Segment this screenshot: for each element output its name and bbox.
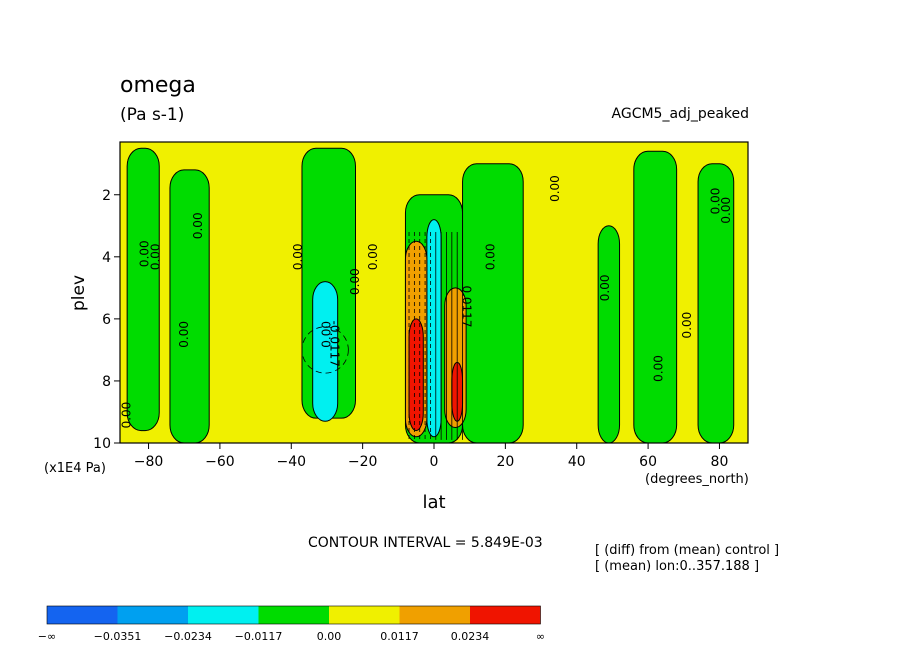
x-tick-label: −20: [348, 454, 378, 470]
contour-label: 0.00: [320, 321, 334, 348]
contour-label: 0.00: [680, 312, 694, 339]
y-tick-label: 2: [102, 188, 111, 204]
colorbar-label: −0.0234: [164, 630, 212, 643]
colorbar-swatch: [258, 606, 329, 624]
contour-label: 0.00: [177, 321, 191, 348]
note-diff: [ (diff) from (mean) control ]: [595, 543, 779, 558]
x-axis: −80 −60 −40 −20 0 20 40 60 80: [134, 443, 729, 470]
x-axis-label: lat: [422, 492, 445, 513]
y-axis-label: plev: [69, 275, 89, 311]
contour-lines: [301, 231, 463, 440]
colorbar-label: ∞: [536, 630, 545, 643]
dataset-label: AGCM5_adj_peaked: [612, 106, 749, 122]
contour-interval: CONTOUR INTERVAL = 5.849E-03: [308, 535, 543, 551]
colorbar-swatch: [399, 606, 470, 624]
y-axis: 2 4 6 8 10: [93, 188, 120, 452]
contour-label: 0.00: [719, 197, 733, 224]
colorbar-swatch: [188, 606, 259, 624]
colorbar-label: 0.0234: [451, 630, 490, 643]
region-green: [126, 147, 160, 432]
contour-label: 0.00: [120, 402, 134, 429]
x-tick-label: −40: [276, 454, 306, 470]
contour-line: [301, 326, 349, 374]
contour-label: 0.00: [138, 240, 152, 267]
contour-label: 0.00: [348, 268, 362, 295]
region-cyan: [426, 219, 442, 438]
y-axis-units: (x1E4 Pa): [44, 461, 106, 476]
region-green: [633, 150, 678, 444]
plot-area: [120, 142, 748, 444]
x-tick-label: 60: [639, 454, 657, 470]
colorbar-label: −0.0351: [94, 630, 142, 643]
colorbar-swatch: [329, 606, 400, 624]
contour-label: 0.00: [148, 243, 162, 270]
note-mean: [ (mean) lon:0..357.188 ]: [595, 559, 759, 574]
contour-label: 0.00: [548, 175, 562, 202]
region-red: [408, 318, 424, 432]
chart-units: (Pa s-1): [120, 105, 184, 125]
x-tick-label: 20: [496, 454, 514, 470]
region-green: [597, 225, 621, 444]
contour-label: 0.00: [484, 243, 498, 270]
region-cyan: [312, 281, 339, 422]
colorbar-label: −0.0117: [235, 630, 283, 643]
x-tick-label: 40: [568, 454, 586, 470]
y-tick-label: 4: [102, 250, 111, 266]
x-tick-label: −60: [205, 454, 235, 470]
x-axis-units: (degrees_north): [645, 472, 749, 487]
y-tick-label: 6: [102, 312, 111, 328]
colorbar-frame: [46, 605, 541, 625]
contour-label: 0.00: [366, 243, 380, 270]
contour-label: 0.00: [291, 243, 305, 270]
y-tick-label: 10: [93, 436, 111, 452]
chart-title: omega: [120, 73, 196, 98]
contour-label: 0.00: [598, 274, 612, 301]
region-green: [169, 169, 210, 444]
contour-label: 0.0117: [460, 285, 474, 327]
contour-label: 0.00: [651, 355, 665, 382]
y-tick-label: 8: [102, 374, 111, 390]
contour-labels: 0.000.000.000.000.000.000.000.000.00 0.00…: [120, 175, 733, 428]
x-tick-label: 0: [430, 454, 439, 470]
x-tick-label: −80: [134, 454, 164, 470]
colorbar-swatch: [117, 606, 188, 624]
colorbar-label: 0.00: [317, 630, 342, 643]
colorbar-label: −∞: [38, 630, 56, 643]
x-tick-label: 80: [711, 454, 729, 470]
contour-label: -0.0117: [328, 321, 342, 367]
contour-label: 0.00: [191, 212, 205, 239]
colorbar-swatch: [47, 606, 118, 624]
contour-label: 0.00: [708, 188, 722, 215]
colorbar-label: 0.0117: [380, 630, 419, 643]
colorbar: −∞ −0.0351 −0.0234 −0.0117 0.00 0.0117 0.0234 ∞: [38, 605, 545, 643]
colorbar-swatch: [470, 606, 541, 624]
